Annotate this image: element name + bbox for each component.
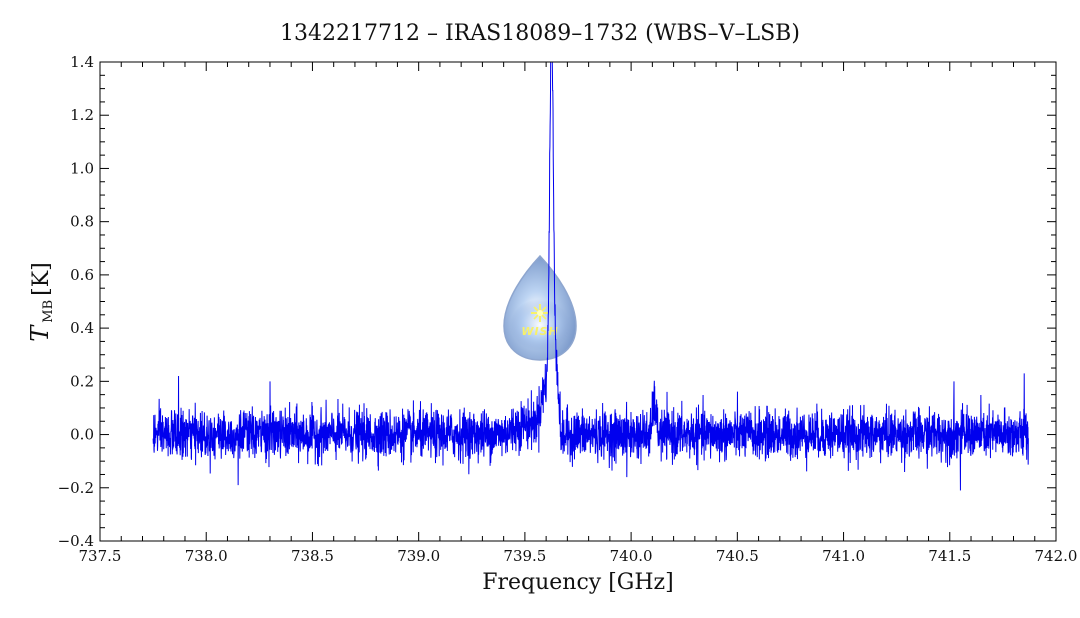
y-tick-label: 0.2 <box>70 372 94 390</box>
y-tick-label: 1.4 <box>70 53 94 71</box>
y-tick-label: 0.0 <box>70 426 94 444</box>
y-tick-label: 1.0 <box>70 159 94 177</box>
x-tick-label: 738.5 <box>291 547 334 565</box>
y-tick-label: 1.2 <box>70 106 94 124</box>
plot-frame <box>99 61 1057 542</box>
logo-wordmark: WISH <box>521 325 558 338</box>
star-icon <box>531 304 549 322</box>
x-tick-label: 741.5 <box>928 547 971 565</box>
x-tick-label: 740.5 <box>716 547 759 565</box>
y-axis-subscript: MB <box>41 300 56 323</box>
x-tick-label: 741.0 <box>822 547 865 565</box>
y-tick-label: −0.2 <box>58 479 94 497</box>
y-tick-label: 0.6 <box>70 266 94 284</box>
y-tick-labels: −0.4 −0.2 0.0 0.2 0.4 0.6 0.8 1.0 1.2 1.4 <box>58 53 94 550</box>
axis-ticks <box>99 61 1057 542</box>
y-tick-label: −0.4 <box>58 532 94 550</box>
x-tick-label: 742.0 <box>1035 547 1078 565</box>
x-tick-label: 739.5 <box>503 547 546 565</box>
y-axis-symbol: T <box>26 324 54 342</box>
y-axis-label: TMB [K] <box>26 262 56 342</box>
wish-logo: WISH <box>503 254 577 361</box>
y-tick-label: 0.8 <box>70 213 94 231</box>
chart-title: 1342217712 – IRAS18089–1732 (WBS–V–LSB) <box>280 21 800 46</box>
x-tick-label: 738.0 <box>185 547 228 565</box>
y-axis-unit: [K] <box>29 262 54 296</box>
x-tick-label: 740.0 <box>610 547 653 565</box>
x-tick-label: 739.0 <box>397 547 440 565</box>
y-tick-label: 0.4 <box>70 319 94 337</box>
x-tick-label: 737.5 <box>79 547 122 565</box>
x-axis-label: Frequency [GHz] <box>482 570 674 595</box>
spectrum-series-line <box>152 62 1029 491</box>
x-tick-labels: 737.5 738.0 738.5 739.0 739.5 740.0 740.5 741.0… <box>79 547 1078 565</box>
